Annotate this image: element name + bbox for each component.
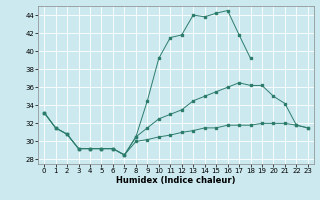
X-axis label: Humidex (Indice chaleur): Humidex (Indice chaleur) — [116, 176, 236, 185]
